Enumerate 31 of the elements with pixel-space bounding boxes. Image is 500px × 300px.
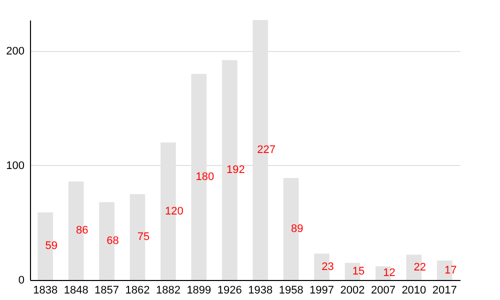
data-label: 89 (290, 223, 304, 236)
x-tick-label: 1958 (278, 284, 304, 296)
x-tick-label: 1938 (248, 284, 273, 296)
y-tick-label: 200 (6, 45, 24, 58)
data-label: 22 (414, 261, 426, 274)
x-tick-label: 1857 (94, 284, 120, 296)
x-tick-label: 1848 (64, 284, 88, 296)
data-label: 75 (137, 231, 150, 244)
x-tick-label: 1899 (186, 284, 212, 296)
data-label: 68 (106, 235, 119, 248)
data-label: 86 (76, 224, 88, 237)
data-label: 12 (383, 267, 396, 280)
data-label: 192 (226, 164, 245, 176)
y-tick-label: 0 (18, 274, 24, 286)
x-tick-label: 2017 (432, 284, 457, 296)
x-tick-label: 1926 (217, 284, 242, 296)
x-tick-label: 1882 (156, 284, 180, 296)
data-label: 227 (257, 144, 276, 156)
x-tick-label: 2002 (340, 284, 365, 296)
data-label: 15 (352, 265, 365, 278)
data-label: 17 (444, 264, 457, 276)
data-label: 23 (322, 260, 334, 273)
data-label: 180 (196, 170, 214, 183)
data-label: 120 (165, 205, 184, 218)
y-tick-label: 100 (6, 160, 24, 172)
x-tick-label: 1997 (310, 284, 334, 296)
data-label: 59 (45, 240, 58, 252)
x-tick-label: 1838 (33, 284, 58, 296)
x-tick-label: 2007 (370, 284, 396, 296)
x-tick-label: 1862 (125, 284, 150, 296)
x-tick-label: 2010 (402, 284, 426, 296)
